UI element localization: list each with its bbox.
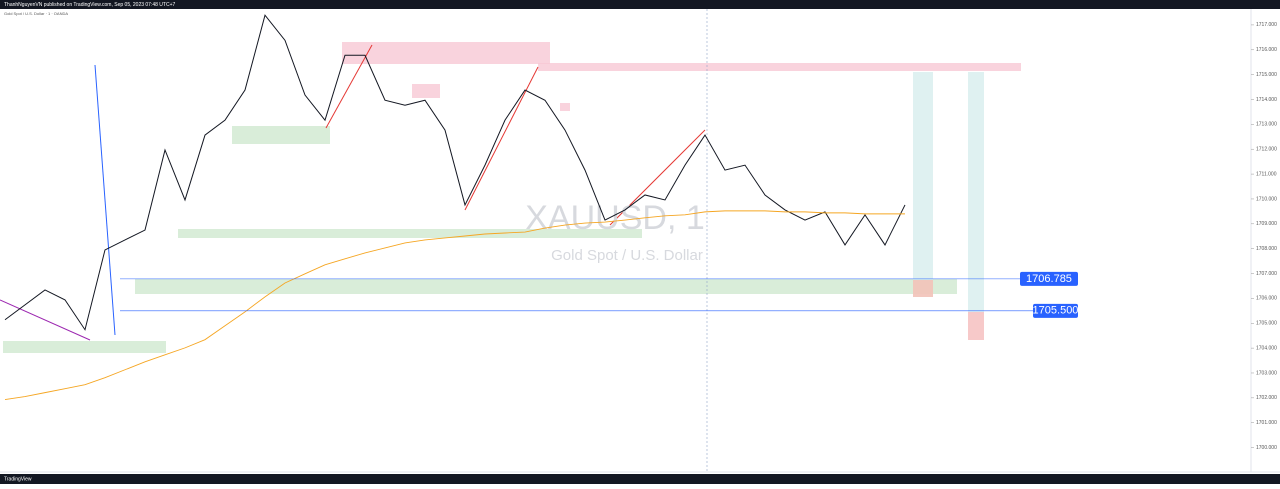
watermark-subtitle: Gold Spot / U.S. Dollar xyxy=(551,247,703,264)
demand-zone xyxy=(232,126,330,144)
demand-zone xyxy=(3,341,166,353)
y-tick-label: 1702.000 xyxy=(1256,395,1277,401)
level-badge xyxy=(1033,303,1078,318)
drawing-line xyxy=(325,44,373,129)
level-label: 1706.785 xyxy=(1026,273,1072,285)
level-label: 1705.500 xyxy=(1033,305,1079,317)
drawing-line xyxy=(0,299,91,341)
target-box xyxy=(968,72,984,312)
stop-box xyxy=(913,280,933,297)
demand-zone xyxy=(135,279,957,294)
symbol-line: Gold Spot / U.S. Dollar · 1 · OANDA xyxy=(4,11,68,16)
y-tick-label: 1704.000 xyxy=(1256,345,1277,351)
drawing-line xyxy=(464,66,539,211)
target-box xyxy=(913,72,933,280)
y-tick-label: 1715.000 xyxy=(1256,72,1277,78)
zones xyxy=(0,9,1021,472)
demand-zone xyxy=(178,229,642,238)
y-tick-label: 1708.000 xyxy=(1256,246,1277,252)
y-tick-label: 1717.000 xyxy=(1256,22,1277,28)
drawing-line xyxy=(94,64,116,336)
y-tick-label: 1714.000 xyxy=(1256,97,1277,103)
price-line xyxy=(4,210,905,401)
price-line xyxy=(4,14,906,331)
y-tick-label: 1705.000 xyxy=(1256,321,1277,327)
y-tick-label: 1700.000 xyxy=(1256,445,1277,451)
y-tick-label: 1709.000 xyxy=(1256,221,1277,227)
footer-brand: TradingView xyxy=(4,476,32,482)
supply-zone xyxy=(560,103,570,111)
y-tick-label: 1706.000 xyxy=(1256,296,1277,302)
supply-zone xyxy=(342,42,550,64)
level-badge xyxy=(1020,271,1078,286)
y-tick-label: 1703.000 xyxy=(1256,370,1277,376)
y-tick-label: 1713.000 xyxy=(1256,122,1277,128)
y-tick-label: 1710.000 xyxy=(1256,196,1277,202)
supply-zone xyxy=(412,84,440,98)
watermark-title: XAUUSD, 1 xyxy=(525,199,705,237)
header-bar xyxy=(0,0,1280,9)
y-tick-label: 1701.000 xyxy=(1256,420,1277,426)
supply-zone xyxy=(538,63,1021,71)
y-tick-label: 1707.000 xyxy=(1256,271,1277,277)
header-publisher: ThanhNguyenVN published on TradingView.c… xyxy=(4,2,175,8)
y-tick-label: 1711.000 xyxy=(1256,171,1277,177)
y-tick-label: 1712.000 xyxy=(1256,147,1277,153)
footer-bar xyxy=(0,474,1280,484)
stop-box xyxy=(968,312,984,340)
y-tick-label: 1716.000 xyxy=(1256,47,1277,53)
